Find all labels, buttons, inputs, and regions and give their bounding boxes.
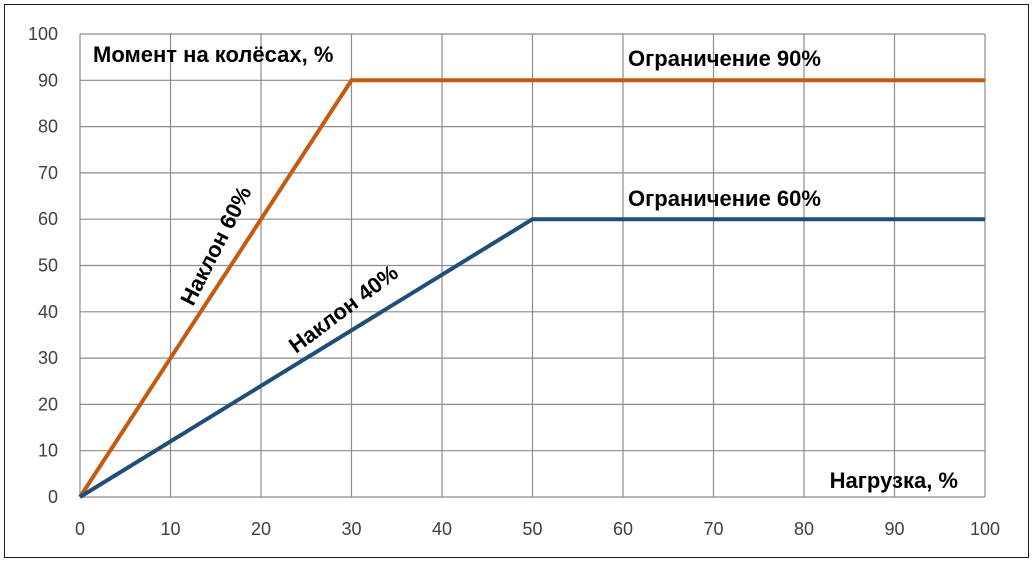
annotation-limit-60: Ограничение 60%: [628, 186, 821, 211]
y-tick-label: 70: [38, 163, 58, 183]
series-line-1: [78, 78, 985, 499]
x-tick-label: 60: [613, 519, 633, 539]
y-tick-label: 20: [38, 394, 58, 414]
x-tick-label: 50: [522, 519, 542, 539]
y-tick-label: 100: [28, 24, 58, 44]
x-tick-label: 20: [251, 519, 271, 539]
x-tick-label: 30: [341, 519, 361, 539]
x-tick-label: 10: [160, 519, 180, 539]
y-tick-label: 0: [48, 487, 58, 507]
series-line-2: [78, 217, 985, 499]
x-axis-ticks: 0 10 20 30 40 50 60 70 80 90 100: [75, 519, 1000, 539]
x-tick-label: 70: [703, 519, 723, 539]
annotation-limit-90: Ограничение 90%: [628, 46, 821, 71]
y-tick-label: 60: [38, 209, 58, 229]
y-tick-label: 10: [38, 441, 58, 461]
y-tick-label: 30: [38, 348, 58, 368]
x-axis-label: Нагрузка, %: [830, 468, 958, 493]
y-tick-label: 40: [38, 302, 58, 322]
x-tick-label: 90: [884, 519, 904, 539]
y-tick-label: 50: [38, 256, 58, 276]
series-lines: [78, 78, 985, 499]
x-tick-label: 40: [432, 519, 452, 539]
y-axis-label: Момент на колёсах, %: [93, 42, 333, 67]
x-tick-label: 0: [75, 519, 85, 539]
y-tick-label: 80: [38, 117, 58, 137]
x-tick-label: 80: [794, 519, 814, 539]
y-axis-ticks: 0 10 20 30 40 50 60 70 80 90 100: [28, 24, 58, 507]
x-tick-label: 100: [970, 519, 1000, 539]
chart-frame: [4, 4, 1029, 558]
y-tick-label: 90: [38, 70, 58, 90]
